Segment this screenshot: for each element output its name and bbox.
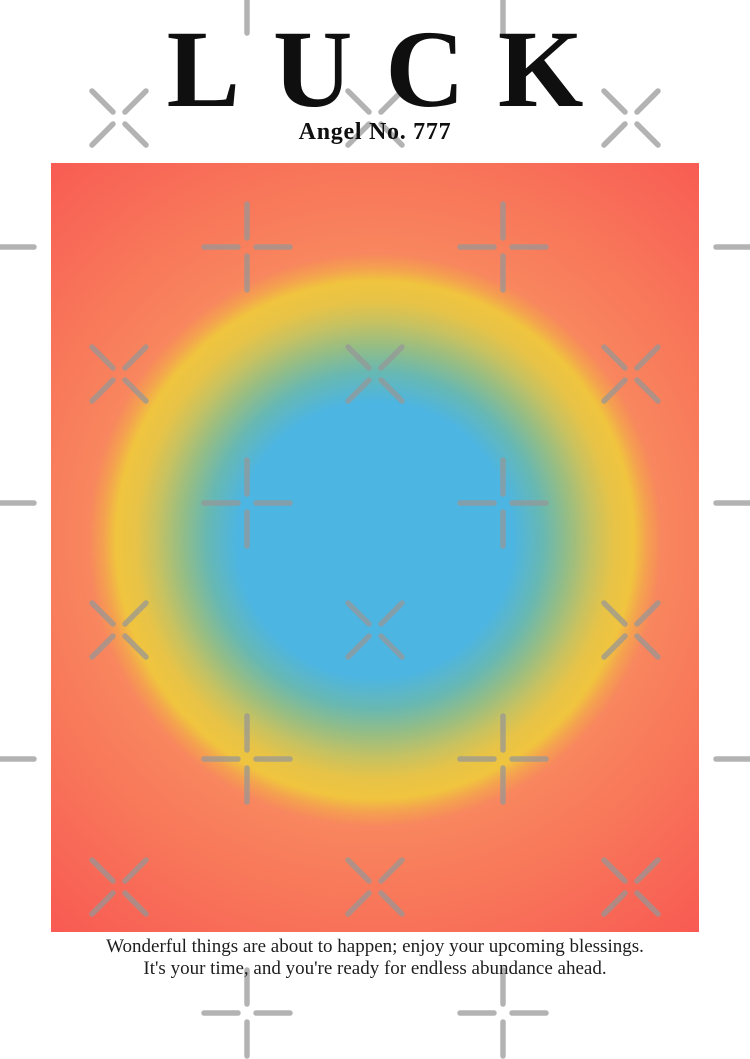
plus-watermark-icon [0, 713, 37, 805]
plus-watermark-icon [713, 713, 750, 805]
plus-watermark-icon [201, 967, 293, 1059]
plus-watermark-icon [713, 457, 750, 549]
poster-caption: Wonderful things are about to happen; en… [0, 936, 750, 979]
caption-line-1: Wonderful things are about to happen; en… [106, 936, 644, 957]
plus-watermark-icon [0, 201, 37, 293]
caption-line-2: It's your time, and you're ready for end… [143, 957, 607, 979]
poster-subtitle: Angel No. 777 [298, 119, 452, 145]
plus-watermark-icon [713, 201, 750, 293]
plus-watermark-icon [457, 967, 549, 1059]
plus-watermark-icon [0, 457, 37, 549]
poster-title: LUCK [166, 8, 617, 130]
gradient-aura-artwork [51, 163, 699, 932]
